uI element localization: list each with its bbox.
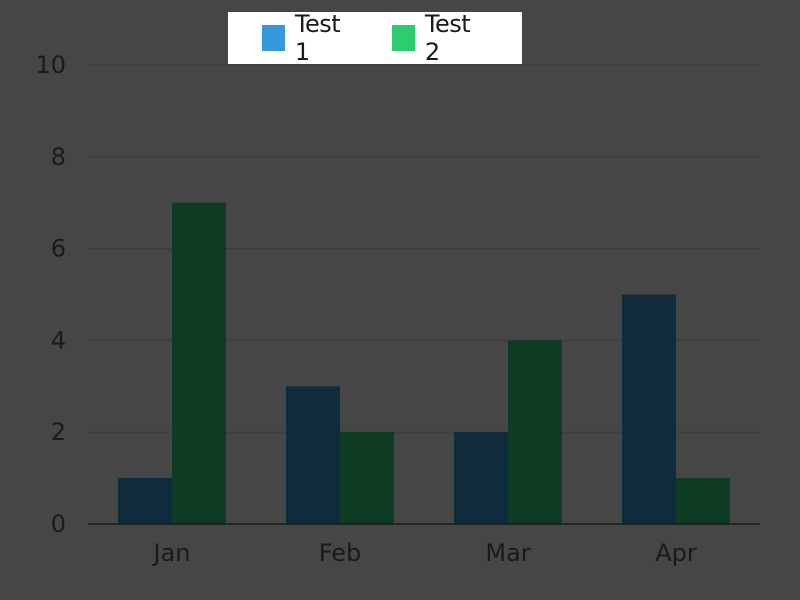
y-tick-label: 10	[35, 51, 66, 79]
legend-swatch-series-1	[262, 25, 285, 51]
x-tick-label-apr: Apr	[655, 539, 697, 567]
bar-feb-series-1[interactable]	[286, 386, 340, 524]
legend-item-series-1[interactable]: Test 1	[262, 10, 354, 66]
x-tick-labels: Jan Feb Mar Apr	[152, 539, 697, 567]
legend-label-series-1: Test 1	[294, 10, 341, 66]
bar-apr-series-1[interactable]	[622, 294, 676, 525]
legend-item-series-2[interactable]: Test 2	[392, 10, 484, 66]
y-tick-labels: 0 2 4 6 8 10	[35, 51, 66, 538]
legend: Test 1 Test 2	[228, 10, 522, 66]
legend-swatch-series-2	[392, 25, 415, 51]
y-tick-label: 6	[51, 235, 66, 263]
bar-feb-series-2[interactable]	[340, 432, 394, 524]
bars	[118, 202, 730, 525]
x-tick-label-mar: Mar	[485, 539, 530, 567]
y-tick-label: 0	[51, 510, 66, 538]
y-tick-label: 8	[51, 143, 66, 171]
legend-label-series-2: Test 2	[424, 10, 471, 66]
bar-mar-series-2[interactable]	[508, 340, 562, 524]
y-tick-label: 2	[51, 418, 66, 446]
bar-jan-series-1[interactable]	[118, 478, 172, 524]
x-tick-label-jan: Jan	[152, 539, 191, 567]
x-tick-label-feb: Feb	[319, 539, 362, 567]
bar-apr-series-2[interactable]	[676, 478, 730, 524]
y-tick-label: 4	[51, 326, 66, 354]
bar-jan-series-2[interactable]	[172, 202, 226, 524]
bar-mar-series-1[interactable]	[454, 432, 508, 524]
